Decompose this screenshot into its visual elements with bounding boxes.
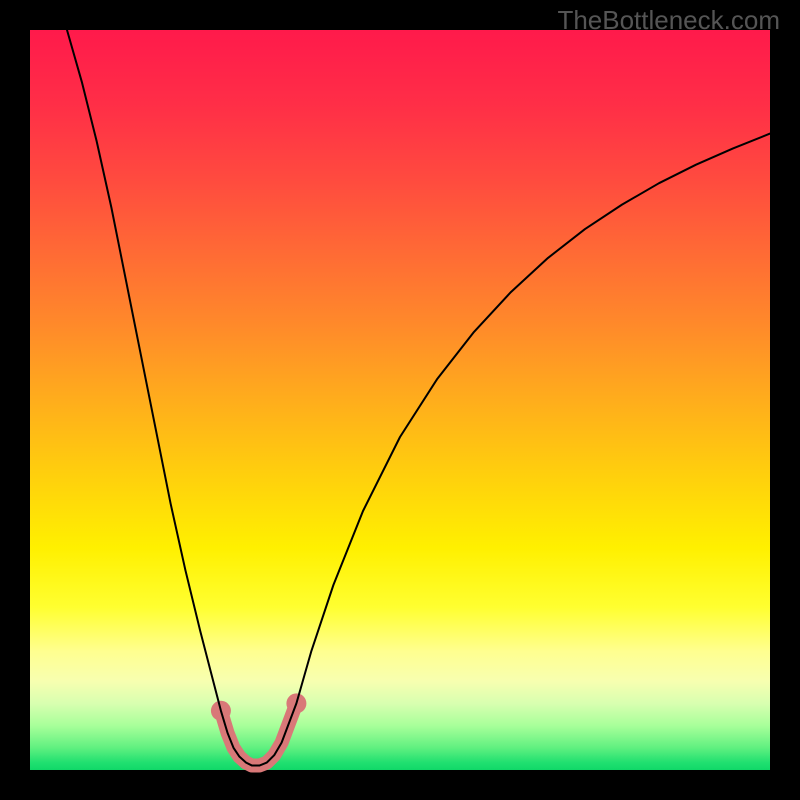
watermark-text: TheBottleneck.com	[557, 5, 780, 36]
chart-svg	[0, 0, 800, 800]
plot-background	[30, 30, 770, 770]
chart-container: TheBottleneck.com	[0, 0, 800, 800]
